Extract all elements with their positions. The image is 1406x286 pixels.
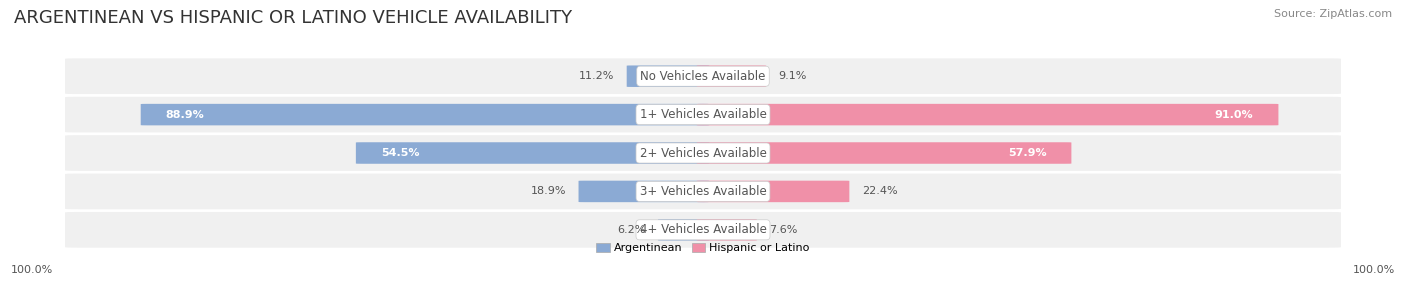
Legend: Argentinean, Hispanic or Latino: Argentinean, Hispanic or Latino: [596, 243, 810, 253]
FancyBboxPatch shape: [697, 219, 756, 241]
FancyBboxPatch shape: [658, 219, 709, 241]
FancyBboxPatch shape: [627, 65, 709, 87]
Text: 88.9%: 88.9%: [166, 110, 204, 120]
Text: 57.9%: 57.9%: [1008, 148, 1046, 158]
FancyBboxPatch shape: [697, 142, 1071, 164]
Text: 7.6%: 7.6%: [769, 225, 797, 235]
Text: Source: ZipAtlas.com: Source: ZipAtlas.com: [1274, 9, 1392, 19]
Text: 100.0%: 100.0%: [11, 265, 53, 275]
FancyBboxPatch shape: [697, 104, 1278, 125]
Text: 100.0%: 100.0%: [1353, 265, 1395, 275]
Text: 6.2%: 6.2%: [617, 225, 645, 235]
FancyBboxPatch shape: [65, 212, 1341, 248]
Text: 9.1%: 9.1%: [779, 71, 807, 81]
FancyBboxPatch shape: [697, 181, 849, 202]
FancyBboxPatch shape: [65, 97, 1341, 132]
Text: 22.4%: 22.4%: [862, 186, 897, 196]
Text: 11.2%: 11.2%: [579, 71, 614, 81]
FancyBboxPatch shape: [697, 65, 766, 87]
FancyBboxPatch shape: [141, 104, 709, 125]
Text: 1+ Vehicles Available: 1+ Vehicles Available: [640, 108, 766, 121]
FancyBboxPatch shape: [578, 181, 709, 202]
FancyBboxPatch shape: [356, 142, 709, 164]
Text: 54.5%: 54.5%: [381, 148, 419, 158]
Text: No Vehicles Available: No Vehicles Available: [640, 70, 766, 83]
FancyBboxPatch shape: [65, 135, 1341, 171]
FancyBboxPatch shape: [65, 58, 1341, 94]
Text: 91.0%: 91.0%: [1215, 110, 1253, 120]
Text: 18.9%: 18.9%: [530, 186, 567, 196]
Text: 3+ Vehicles Available: 3+ Vehicles Available: [640, 185, 766, 198]
Text: 4+ Vehicles Available: 4+ Vehicles Available: [640, 223, 766, 236]
Text: ARGENTINEAN VS HISPANIC OR LATINO VEHICLE AVAILABILITY: ARGENTINEAN VS HISPANIC OR LATINO VEHICL…: [14, 9, 572, 27]
FancyBboxPatch shape: [65, 174, 1341, 209]
Text: 2+ Vehicles Available: 2+ Vehicles Available: [640, 146, 766, 160]
